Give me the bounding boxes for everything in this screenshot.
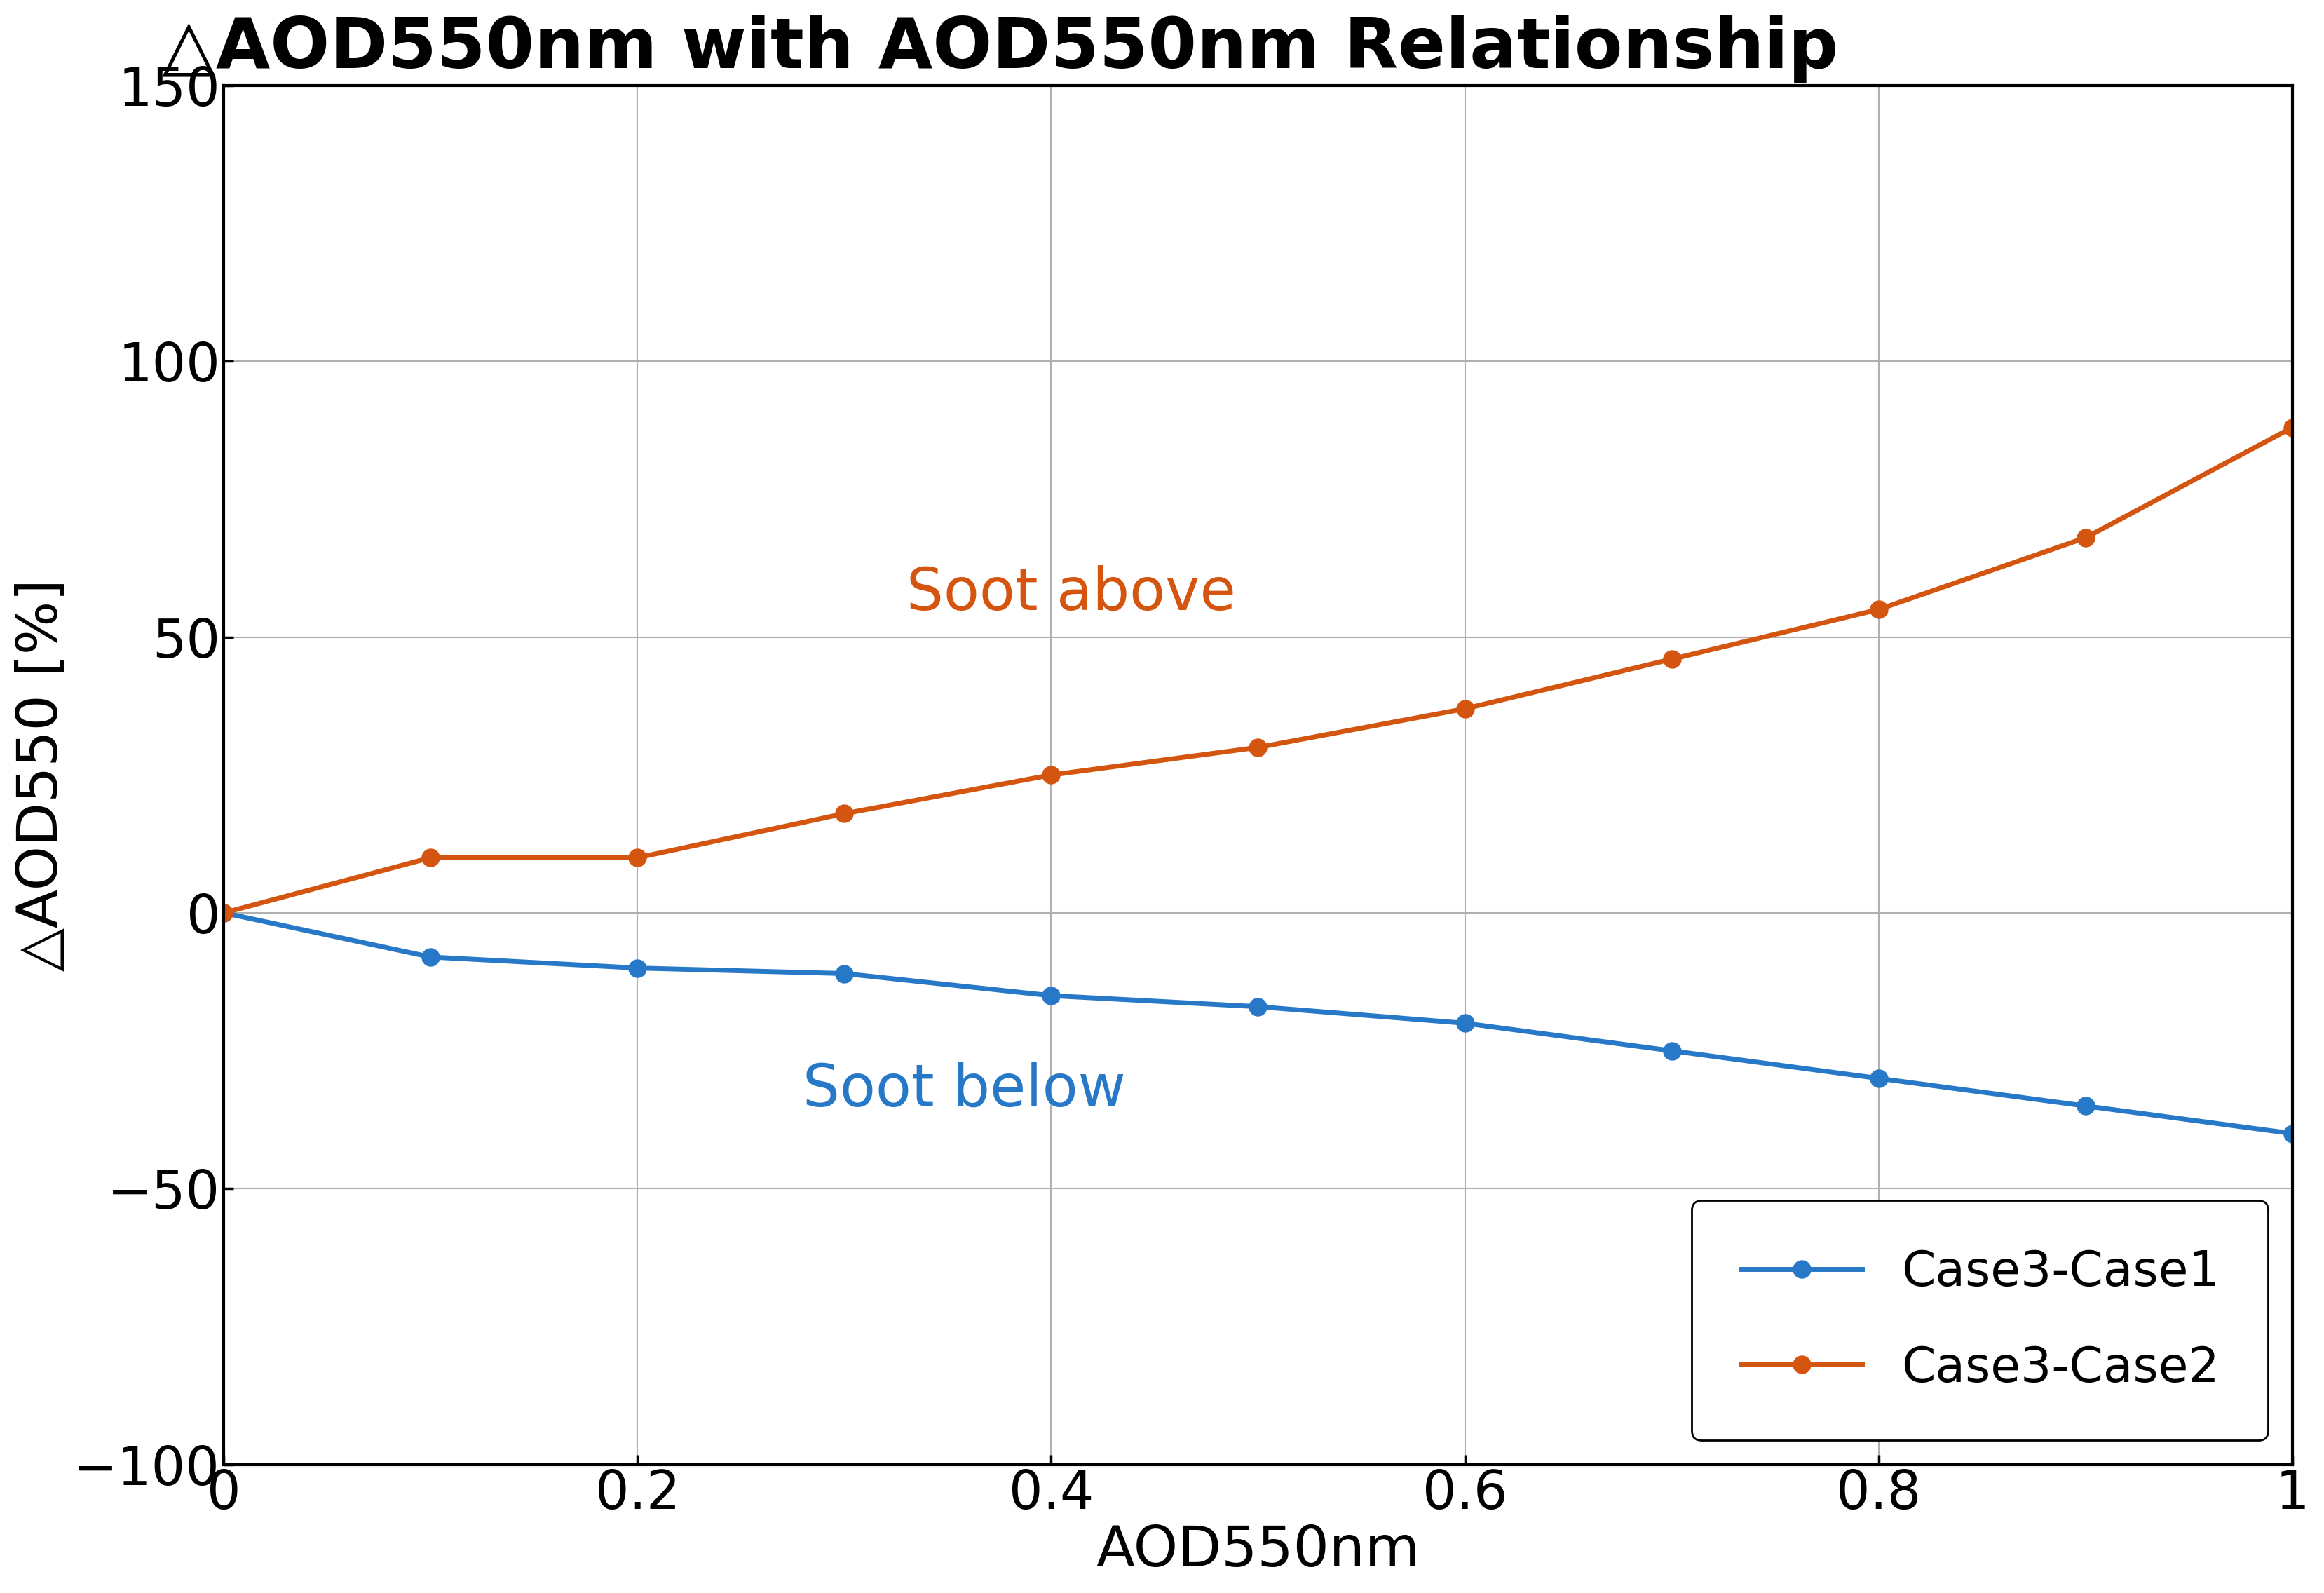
Case3-Case1 — [1864, 1069, 1892, 1088]
Case3-Case1 — [209, 903, 237, 922]
Line: Case3-Case2: Case3-Case2 — [214, 419, 2301, 922]
Case3-Case1 — [2071, 1096, 2099, 1115]
Case3-Case2 — [1037, 765, 1064, 784]
Y-axis label: △AOD550 [%]: △AOD550 [%] — [14, 578, 70, 972]
Case3-Case2 — [2071, 529, 2099, 548]
Case3-Case1 — [1450, 1013, 1478, 1032]
Case3-Case2 — [830, 804, 858, 824]
Text: Soot below: Soot below — [802, 1061, 1127, 1118]
Text: △AOD550nm with AOD550nm Relationship: △AOD550nm with AOD550nm Relationship — [163, 14, 1838, 83]
Case3-Case1 — [830, 964, 858, 983]
Legend: Case3-Case1, Case3-Case2: Case3-Case1, Case3-Case2 — [1692, 1200, 2268, 1440]
Case3-Case1 — [623, 959, 651, 978]
Case3-Case2 — [2278, 417, 2305, 436]
Text: Soot above: Soot above — [906, 564, 1236, 621]
Case3-Case1 — [1657, 1042, 1685, 1061]
Line: Case3-Case1: Case3-Case1 — [214, 905, 2301, 1142]
Case3-Case1 — [1037, 986, 1064, 1005]
Case3-Case1 — [2278, 1125, 2305, 1144]
Case3-Case2 — [623, 847, 651, 867]
Case3-Case1 — [416, 948, 444, 967]
X-axis label: AOD550nm: AOD550nm — [1097, 1523, 1420, 1579]
Case3-Case1 — [1243, 997, 1271, 1016]
Case3-Case2 — [1657, 650, 1685, 669]
Case3-Case2 — [1450, 699, 1478, 718]
Case3-Case2 — [416, 847, 444, 867]
Case3-Case2 — [1864, 601, 1892, 620]
Case3-Case2 — [1243, 738, 1271, 757]
Case3-Case2 — [209, 903, 237, 922]
